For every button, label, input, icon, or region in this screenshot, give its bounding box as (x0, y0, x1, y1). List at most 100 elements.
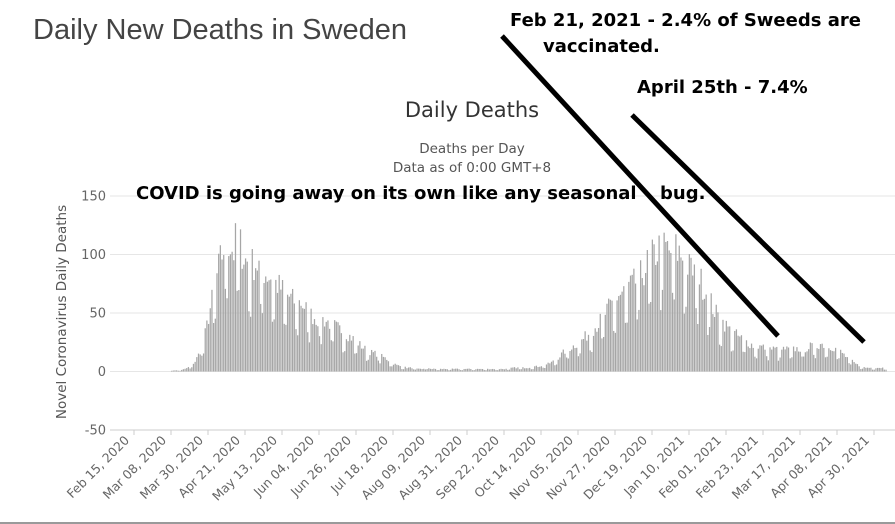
bar (244, 258, 247, 372)
grid-lines (110, 195, 895, 431)
bar (787, 347, 790, 372)
bar (339, 325, 341, 372)
bar (631, 274, 633, 372)
bar (184, 368, 186, 372)
bar (389, 366, 391, 372)
bar (376, 356, 378, 372)
bar (213, 323, 215, 372)
bar (838, 358, 840, 372)
bar (882, 367, 884, 372)
bar (624, 322, 627, 372)
bar (771, 349, 773, 372)
annotation-april: April 25th - 7.4% (637, 77, 808, 98)
bar (354, 353, 356, 372)
bar (860, 369, 862, 372)
bar (371, 349, 373, 372)
annotation-line-april (630, 113, 866, 344)
bar (426, 369, 428, 372)
y-tick-label: 100 (81, 248, 106, 263)
bar (671, 292, 674, 372)
bar (628, 281, 630, 372)
bar (518, 369, 521, 372)
annotation-covid-part2: bug. (660, 183, 706, 204)
bar (478, 368, 480, 372)
bar (796, 347, 798, 372)
bar (295, 329, 297, 372)
bar (861, 368, 864, 372)
bar (705, 294, 707, 372)
bar (329, 328, 331, 372)
bar (564, 353, 566, 372)
bar (856, 364, 859, 372)
bar (554, 365, 556, 372)
bar (488, 369, 490, 372)
y-tick-label: 150 (81, 190, 106, 205)
bar (530, 369, 532, 372)
bar (779, 357, 781, 372)
bar (831, 350, 833, 372)
annotation-line-feb (500, 34, 780, 338)
bar (218, 253, 220, 372)
bar (318, 336, 321, 372)
bar (720, 346, 722, 372)
bar (597, 327, 600, 372)
bar (392, 364, 395, 372)
bar (877, 367, 879, 372)
bar (843, 353, 845, 372)
bar (211, 289, 213, 372)
bar (658, 235, 660, 372)
bar (762, 344, 764, 372)
bar (411, 368, 413, 372)
bar (868, 367, 870, 372)
bar (234, 223, 237, 372)
bar (875, 368, 877, 372)
bar (450, 369, 452, 372)
bar (428, 368, 430, 372)
bar (581, 339, 583, 372)
bar (335, 321, 337, 372)
bar (384, 357, 386, 372)
bar (443, 368, 445, 372)
bar (423, 368, 425, 372)
bar (601, 338, 603, 372)
bar (372, 352, 374, 372)
bar (786, 346, 788, 372)
bar (708, 327, 711, 372)
bar (322, 317, 324, 372)
bar (823, 347, 825, 372)
bar (196, 357, 198, 372)
bar (460, 369, 462, 372)
chart-subtitle-line2: Data as of 0:00 GMT+8 (393, 160, 551, 176)
bar (221, 259, 223, 372)
bar (481, 368, 484, 372)
bar (552, 360, 554, 372)
bar (191, 367, 193, 372)
bar (769, 347, 771, 372)
bar (362, 348, 364, 372)
bar (260, 303, 262, 372)
bar (873, 369, 875, 372)
bar (713, 317, 716, 372)
x-tick-label: Nov 05, 2020 (506, 432, 576, 502)
bar (682, 260, 684, 372)
bar (559, 357, 561, 372)
bar (386, 359, 388, 372)
x-tick-label: Aug 31, 2020 (395, 432, 465, 502)
bar (621, 291, 623, 372)
bar (806, 351, 808, 372)
bar (223, 255, 225, 372)
bar (545, 364, 548, 372)
bar (480, 368, 482, 372)
bar (186, 368, 188, 372)
bar (774, 347, 776, 372)
bar (369, 355, 371, 372)
bar (618, 296, 620, 372)
bar (176, 370, 178, 372)
bar (466, 368, 469, 372)
bar (710, 293, 712, 372)
bar (288, 296, 290, 372)
bar (655, 264, 657, 372)
bar (653, 244, 655, 372)
bar (261, 313, 264, 372)
bar (231, 251, 233, 372)
